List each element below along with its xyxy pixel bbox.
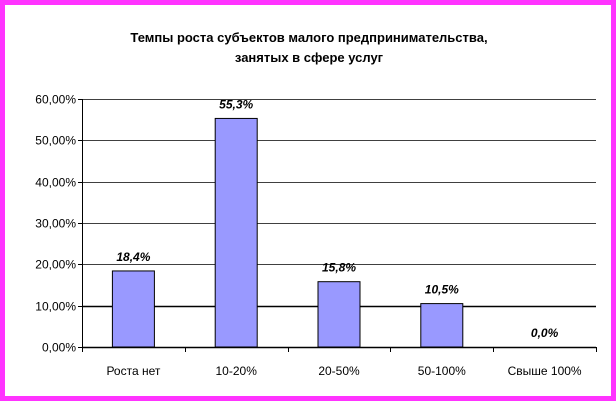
data-label: 55,3%	[219, 97, 253, 111]
y-tick-label: 20,00%	[35, 258, 76, 272]
data-label: 15,8%	[322, 261, 356, 275]
gridlines	[82, 99, 596, 349]
chart-title-line-2: занятых в сфере услуг	[235, 50, 384, 65]
bars	[111, 117, 464, 348]
bar	[317, 281, 361, 348]
x-category-label: 20-50%	[318, 364, 360, 378]
y-axis: 0,00% 10,00% 20,00% 30,00% 40,00% 50,00% 60,00…	[35, 93, 597, 355]
data-label: 18,4%	[116, 250, 150, 264]
bar	[420, 303, 464, 348]
x-category-label: 10-20%	[216, 364, 258, 378]
y-tick-label: 50,00%	[35, 134, 76, 148]
chart-title-line-1: Темпы роста субъектов малого предпринима…	[130, 30, 487, 45]
x-category-label: 50-100%	[418, 364, 466, 378]
bar	[214, 117, 258, 348]
data-label: 0,0%	[531, 326, 559, 340]
x-category-label: Свыше 100%	[508, 364, 582, 378]
y-tick-label: 0,00%	[42, 341, 76, 355]
y-tick-label: 30,00%	[35, 217, 76, 231]
data-labels: 18,4% 55,3% 15,8% 10,5% 0,0%	[116, 97, 558, 340]
bar	[111, 270, 155, 348]
y-tick-label: 10,00%	[35, 300, 76, 314]
data-label: 10,5%	[425, 283, 459, 297]
x-axis-categories: Роста нет 10-20% 20-50% 50-100% Свыше 100%	[106, 364, 581, 378]
y-tick-label: 40,00%	[35, 176, 76, 190]
x-category-label: Роста нет	[106, 364, 160, 378]
y-tick-label: 60,00%	[35, 93, 76, 107]
